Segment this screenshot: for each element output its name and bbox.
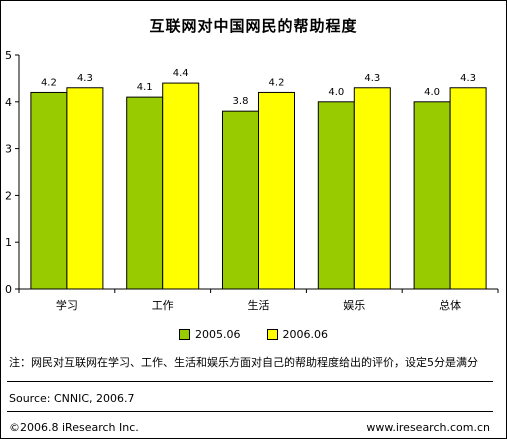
data-label: 3.8	[233, 96, 249, 107]
y-tick-label: 3	[5, 143, 12, 156]
chart-legend: 2005.06 2006.06	[1, 328, 506, 341]
bar-series-1	[413, 101, 451, 290]
source-line: Source: CNNIC, 2006.7	[9, 392, 135, 405]
divider-bottom	[7, 411, 493, 412]
data-label: 4.0	[424, 87, 440, 98]
bar-series-1	[222, 110, 259, 290]
data-label: 4.3	[364, 73, 380, 84]
y-tick-label: 0	[5, 283, 12, 296]
x-tick-label: 总体	[439, 298, 461, 312]
y-tick-label: 2	[5, 189, 12, 202]
bar-series-2	[353, 87, 391, 290]
data-label: 4.4	[173, 68, 189, 79]
y-tick-label: 4	[5, 96, 12, 109]
legend-swatch-series-2	[266, 329, 278, 340]
divider-top	[7, 381, 493, 382]
bar-series-1	[317, 101, 355, 290]
bar-series-2	[258, 91, 295, 290]
data-label: 4.3	[460, 73, 476, 84]
bar-series-2	[162, 82, 200, 290]
x-tick-label: 娱乐	[343, 298, 365, 312]
legend-item-series-1: 2005.06	[179, 328, 241, 341]
copyright-text: ©2006.8 iResearch Inc.	[9, 421, 139, 434]
bar-series-2	[66, 87, 104, 290]
legend-label-series-1: 2005.06	[195, 328, 241, 341]
data-label: 4.0	[328, 87, 344, 98]
bar-series-2	[449, 87, 487, 290]
data-label: 4.3	[77, 73, 93, 84]
data-label: 4.1	[137, 82, 153, 93]
legend-item-series-2: 2006.06	[266, 328, 329, 341]
x-tick-label: 学习	[56, 298, 78, 312]
chart-title: 互联网对中国网民的帮助程度	[149, 17, 358, 35]
chart-note: 注：网民对互联网在学习、工作、生活和娱乐方面对自己的帮助程度给出的评价，设定5分…	[9, 356, 478, 369]
bar-series-1	[126, 96, 164, 290]
data-label: 4.2	[269, 77, 285, 88]
y-tick-label: 1	[5, 236, 12, 249]
x-tick-label: 工作	[152, 299, 174, 312]
legend-label-series-2: 2006.06	[282, 328, 329, 341]
bar-chart: 0 1 2 3 4 5 4.2 4.3 学习 4.1 4.4 工作 3.8 4.2 生活 4.0 4.3 娱乐 4.…	[5, 49, 499, 312]
website-url: www.iresearch.com.cn	[366, 421, 490, 434]
legend-swatch-series-1	[179, 329, 190, 340]
x-tick-label: 生活	[248, 298, 270, 312]
bar-series-1	[30, 91, 68, 290]
data-label: 4.2	[41, 77, 57, 88]
y-tick-label: 5	[5, 49, 12, 62]
